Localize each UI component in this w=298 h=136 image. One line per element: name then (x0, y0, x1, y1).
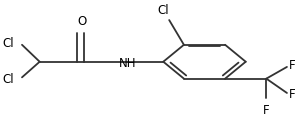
Text: F: F (263, 104, 270, 117)
Text: NH: NH (119, 57, 137, 70)
Text: O: O (78, 15, 87, 28)
Text: Cl: Cl (157, 4, 169, 17)
Text: F: F (288, 59, 295, 72)
Text: Cl: Cl (3, 37, 15, 50)
Text: F: F (288, 88, 295, 101)
Text: Cl: Cl (3, 73, 15, 86)
